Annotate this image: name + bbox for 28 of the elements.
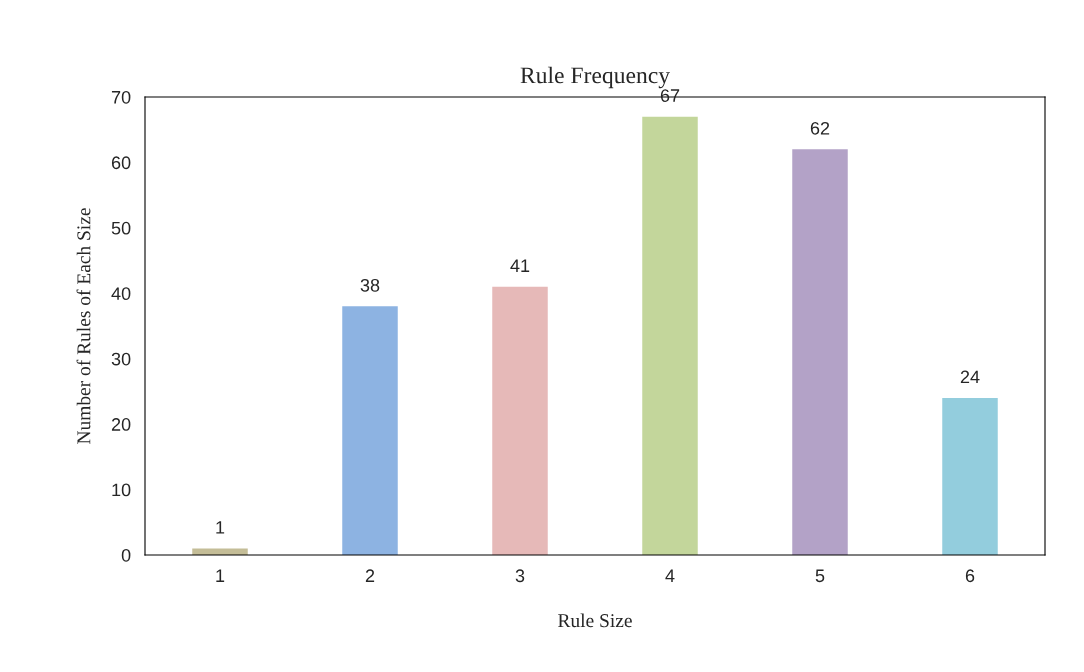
data-label: 1 (216, 521, 225, 534)
x-axis-title: Rule Size (558, 613, 632, 628)
data-label: 38 (360, 278, 380, 292)
y-tick-label: 40 (111, 287, 131, 301)
x-tick-label: 2 (365, 569, 375, 582)
data-label: 24 (960, 370, 980, 384)
chart-title: Rule Frequency (520, 66, 670, 89)
x-tick-label: 4 (665, 569, 675, 582)
y-tick-label: 50 (111, 221, 131, 235)
x-tick-label: 6 (965, 569, 975, 583)
x-tick-label: 1 (216, 569, 225, 582)
bar (942, 397, 998, 555)
bar (342, 306, 398, 555)
y-tick-label: 0 (121, 548, 131, 562)
data-label: 41 (510, 259, 530, 272)
y-tick-label: 20 (111, 418, 131, 431)
y-tick-label: 30 (111, 352, 131, 366)
bar (792, 149, 848, 555)
bar (642, 116, 698, 555)
data-label: 62 (810, 121, 830, 135)
y-tick-label: 10 (112, 483, 131, 497)
y-tick-label: 70 (111, 90, 131, 104)
y-axis-title: Number of Rules of Each Size (76, 208, 91, 444)
y-tick-label: 60 (111, 156, 131, 170)
x-tick-label: 5 (815, 569, 825, 583)
bar (192, 548, 248, 555)
x-tick-label: 3 (515, 569, 525, 583)
bar (492, 286, 548, 555)
